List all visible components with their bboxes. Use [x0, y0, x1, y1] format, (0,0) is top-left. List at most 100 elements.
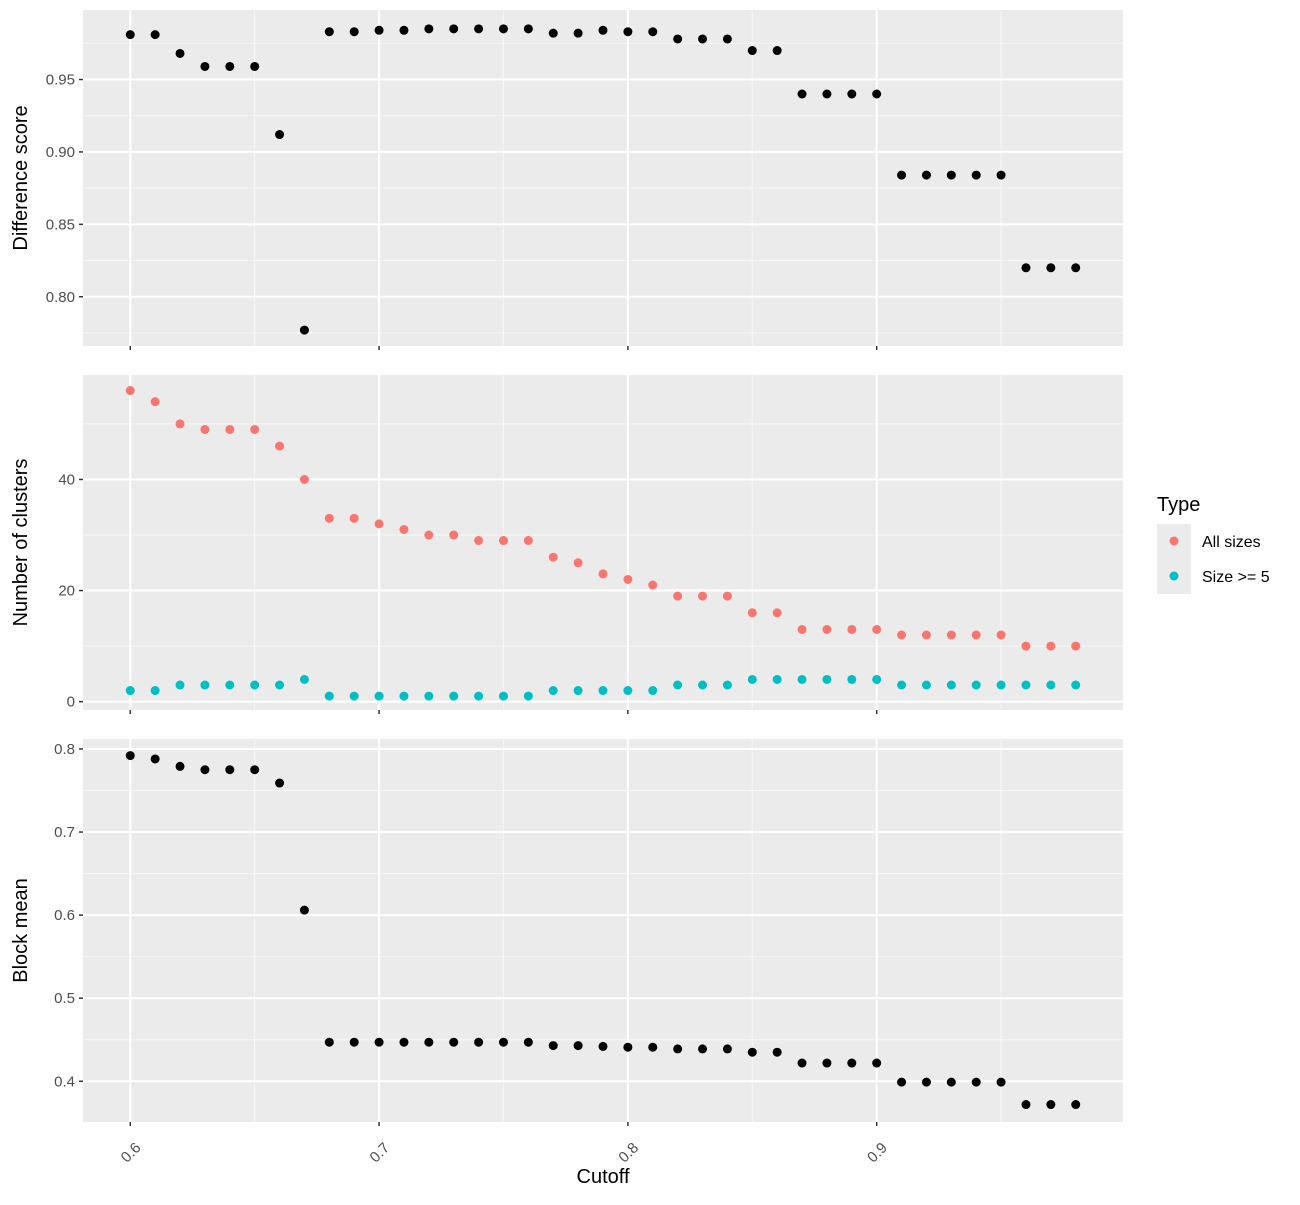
data-point	[772, 674, 782, 684]
data-point	[722, 34, 732, 44]
y-tick-label: 0.85	[46, 216, 75, 233]
data-point	[175, 419, 185, 429]
data-point	[797, 624, 807, 634]
data-point	[299, 474, 309, 484]
data-point	[250, 424, 260, 434]
data-point	[1071, 641, 1081, 651]
data-point	[225, 765, 235, 775]
data-point	[449, 691, 459, 701]
data-point	[125, 686, 135, 696]
legend-key-point	[1169, 536, 1179, 546]
data-point	[349, 1037, 359, 1047]
data-point	[449, 530, 459, 540]
data-point	[424, 1037, 434, 1047]
data-point	[623, 1042, 633, 1052]
data-point	[150, 686, 160, 696]
y-tick-label: 40	[58, 471, 75, 488]
legend-label: Size >= 5	[1202, 569, 1270, 586]
data-point	[175, 761, 185, 771]
data-point	[548, 1041, 558, 1051]
data-point	[722, 591, 732, 601]
data-point	[673, 1044, 683, 1054]
panels-layer: 0.80 0.85 0.90 0.95 Difference score 0 20 40 Num…	[10, 10, 1123, 1188]
data-point	[175, 48, 185, 58]
data-point	[698, 1044, 708, 1054]
series-size-5	[125, 674, 1081, 701]
data-point	[125, 30, 135, 40]
data-point	[150, 30, 160, 40]
data-point	[275, 130, 285, 140]
x-tick-label: 0.7	[367, 1139, 394, 1166]
panel-middle: 0 20 40 Number of clusters	[10, 375, 1123, 714]
data-point	[822, 1058, 832, 1068]
data-point	[424, 530, 434, 540]
y-tick-label: 0.95	[46, 72, 75, 89]
data-point	[897, 1077, 907, 1087]
data-point	[921, 170, 931, 180]
data-point	[623, 27, 633, 37]
data-point	[598, 686, 608, 696]
data-point	[474, 536, 484, 546]
data-point	[150, 397, 160, 407]
data-point	[921, 630, 931, 640]
y-tick-label: 0.90	[46, 144, 75, 161]
data-point	[673, 34, 683, 44]
data-point	[424, 691, 434, 701]
data-point	[498, 691, 508, 701]
data-point	[275, 441, 285, 451]
panel-top: 0.80 0.85 0.90 0.95 Difference score	[10, 10, 1123, 350]
data-point	[921, 680, 931, 690]
data-point	[474, 691, 484, 701]
data-point	[897, 680, 907, 690]
data-point	[299, 905, 309, 915]
data-point	[847, 674, 857, 684]
data-point	[1046, 641, 1056, 651]
legend-key-background	[1157, 524, 1191, 594]
data-point	[1071, 1100, 1081, 1110]
data-point	[847, 1058, 857, 1068]
data-point	[971, 630, 981, 640]
data-point	[399, 691, 409, 701]
data-point	[324, 1037, 334, 1047]
data-point	[648, 580, 658, 590]
panel-bottom: 0.4 0.5 0.6 0.7 0.8 0.6 0.7 0.8 0.9 Block mean Cut…	[10, 739, 1123, 1188]
data-point	[673, 680, 683, 690]
y-axis-title: Block mean	[10, 878, 32, 983]
data-point	[548, 28, 558, 38]
data-point	[598, 25, 608, 35]
data-point	[623, 574, 633, 584]
series-points	[125, 24, 1081, 335]
data-point	[797, 674, 807, 684]
data-point	[747, 46, 757, 56]
data-point	[623, 686, 633, 696]
data-point	[996, 630, 1006, 640]
data-point	[822, 89, 832, 99]
data-point	[573, 28, 583, 38]
data-point	[250, 61, 260, 71]
data-point	[299, 674, 309, 684]
data-point	[474, 1037, 484, 1047]
y-axis-title: Difference score	[10, 105, 32, 250]
data-point	[399, 1037, 409, 1047]
data-point	[349, 27, 359, 37]
data-point	[200, 61, 210, 71]
legend: Type All sizes Size >= 5	[1157, 494, 1270, 594]
data-point	[374, 1037, 384, 1047]
data-point	[349, 691, 359, 701]
series-points	[125, 751, 1081, 1110]
data-point	[946, 680, 956, 690]
x-axis-title: Cutoff	[577, 1166, 630, 1188]
series-all-sizes	[125, 386, 1081, 651]
data-point	[797, 89, 807, 99]
y-tick-label: 0.8	[54, 741, 75, 758]
data-point	[673, 591, 683, 601]
data-point	[747, 674, 757, 684]
data-point	[872, 89, 882, 99]
data-point	[225, 680, 235, 690]
data-point	[523, 1037, 533, 1047]
data-point	[946, 630, 956, 640]
data-point	[1021, 263, 1031, 273]
data-point	[747, 608, 757, 618]
data-point	[399, 524, 409, 534]
